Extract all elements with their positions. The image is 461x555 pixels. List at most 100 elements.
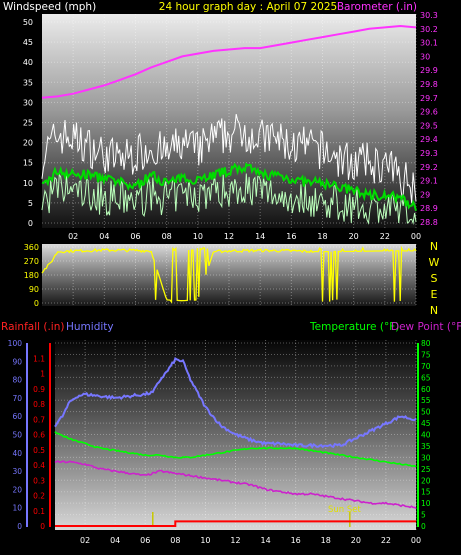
direction-series bbox=[41, 245, 417, 304]
humidity-y-tick-label: 100 bbox=[8, 339, 23, 348]
wind-y-tick-label: 20 bbox=[23, 139, 33, 148]
humidity-y-tick-label: 0 bbox=[17, 522, 22, 531]
rainfall-axis-label: Rainfall (.in) bbox=[1, 321, 64, 333]
baro-y-tick-label: 29.2 bbox=[420, 163, 438, 172]
direction-y-tick-label: 0 bbox=[34, 299, 39, 308]
direction-y-tick-label: 360 bbox=[24, 243, 39, 252]
rain-y-tick-label: 1 bbox=[40, 370, 45, 379]
temp-y-tick-label: 25 bbox=[421, 465, 431, 474]
wind-y-tick-label: 15 bbox=[23, 159, 33, 168]
baro-y-tick-label: 30 bbox=[420, 52, 430, 61]
humidity-y-tick-label: 10 bbox=[12, 504, 22, 513]
rain-y-tick-label: 0.3 bbox=[33, 476, 45, 485]
compass-label: N bbox=[430, 240, 438, 253]
wind-y-tick-label: 30 bbox=[23, 98, 33, 107]
x-tick-label: 06 bbox=[130, 232, 140, 241]
x-tick-label: 22 bbox=[381, 536, 391, 545]
dewpoint-series-line bbox=[54, 460, 417, 509]
baro-y-tick-label: 29.6 bbox=[420, 108, 438, 117]
direction-y-tick-label: 180 bbox=[24, 271, 39, 280]
wind-y-tick-label: 50 bbox=[23, 18, 33, 27]
compass-label: S bbox=[431, 272, 438, 285]
x-tick-label: 18 bbox=[317, 232, 327, 241]
rain-y-tick-label: 0.5 bbox=[33, 446, 45, 455]
temp-y-tick-label: 60 bbox=[421, 385, 431, 394]
lull-series-line bbox=[41, 173, 417, 225]
temp-y-tick-label: 45 bbox=[421, 419, 431, 428]
temp-y-tick-label: 15 bbox=[421, 488, 431, 497]
direction-y-tick-label: 90 bbox=[29, 285, 39, 294]
temp-y-tick-label: 10 bbox=[421, 499, 431, 508]
wind-y-tick-label: 40 bbox=[23, 58, 33, 67]
wind-y-tick-label: 25 bbox=[23, 119, 33, 128]
windspeed-header-label: Windspeed (mph) bbox=[3, 1, 96, 13]
wind-plot-grid bbox=[42, 14, 417, 228]
temp-y-tick-label: 40 bbox=[421, 431, 431, 440]
wind-y-tick-label: 45 bbox=[23, 38, 33, 47]
temperature-axis-label: Temperature (°F) bbox=[309, 321, 399, 333]
temperature-series-line bbox=[54, 431, 417, 468]
x-tick-label: 04 bbox=[99, 232, 109, 241]
x-tick-label: 18 bbox=[321, 536, 331, 545]
baro-y-tick-label: 29.7 bbox=[420, 94, 438, 103]
x-tick-label: 14 bbox=[260, 536, 270, 545]
x-tick-label: 10 bbox=[200, 536, 210, 545]
baro-y-tick-label: 29.8 bbox=[420, 80, 438, 89]
sunset-label: Sun Set bbox=[328, 505, 361, 515]
humidity-y-tick-label: 20 bbox=[12, 485, 22, 494]
temp-y-tick-label: 70 bbox=[421, 362, 431, 371]
baro-y-tick-label: 29.5 bbox=[420, 121, 438, 130]
baro-y-tick-label: 30.3 bbox=[420, 11, 438, 20]
wind-y-tick-label: 0 bbox=[28, 219, 33, 228]
direction-y-tick-label: 270 bbox=[24, 257, 39, 266]
x-tick-label: 12 bbox=[230, 536, 240, 545]
x-tick-label: 08 bbox=[162, 232, 172, 241]
wind-baro-series bbox=[41, 24, 417, 225]
rain-humidity-temp-axes: 0510152025303540455055606570758001020304… bbox=[8, 339, 431, 545]
wind-y-tick-label: 5 bbox=[28, 199, 33, 208]
baro-y-tick-label: 30.2 bbox=[420, 25, 438, 34]
rain-y-tick-label: 1.1 bbox=[33, 354, 45, 363]
rain-y-tick-label: 0.6 bbox=[33, 431, 45, 440]
x-tick-label: 00 bbox=[411, 536, 421, 545]
x-tick-label: 22 bbox=[380, 232, 390, 241]
barometer-header-label: Barometer (.in) bbox=[337, 1, 417, 13]
baro-y-tick-label: 29.1 bbox=[420, 177, 438, 186]
humidity-y-tick-label: 50 bbox=[12, 431, 22, 440]
rain-y-tick-label: 0.1 bbox=[33, 507, 45, 516]
x-tick-label: 04 bbox=[110, 536, 120, 545]
rain-y-tick-label: 0.4 bbox=[33, 461, 45, 470]
humidity-y-tick-label: 90 bbox=[12, 357, 22, 366]
temp-y-tick-label: 35 bbox=[421, 442, 431, 451]
humidity-y-tick-label: 30 bbox=[12, 467, 22, 476]
humidity-series-line bbox=[54, 357, 417, 449]
rain-y-tick-label: 0 bbox=[40, 522, 45, 531]
temp-y-tick-label: 55 bbox=[421, 396, 431, 405]
rainfall-series-line bbox=[55, 520, 416, 527]
rain-humidity-temp-series bbox=[54, 357, 417, 527]
temp-y-tick-label: 50 bbox=[421, 408, 431, 417]
temp-y-tick-label: 30 bbox=[421, 453, 431, 462]
rain-y-tick-label: 0.9 bbox=[33, 385, 45, 394]
wind-y-tick-label: 35 bbox=[23, 78, 33, 87]
baro-y-tick-label: 29.4 bbox=[420, 135, 438, 144]
humidity-y-tick-label: 80 bbox=[12, 376, 22, 385]
dewpoint-axis-label: Dew Point (°F) bbox=[391, 321, 461, 333]
rain-y-tick-label: 0.7 bbox=[33, 415, 45, 424]
compass-label: N bbox=[430, 304, 438, 317]
baro-y-tick-label: 30.1 bbox=[420, 39, 438, 48]
wind-y-tick-label: 10 bbox=[23, 179, 33, 188]
barometer-series-line bbox=[41, 24, 417, 99]
humidity-axis-label: Humidity bbox=[66, 321, 114, 333]
x-tick-label: 14 bbox=[255, 232, 265, 241]
x-tick-label: 00 bbox=[411, 232, 421, 241]
humidity-y-tick-label: 60 bbox=[12, 412, 22, 421]
x-tick-label: 10 bbox=[193, 232, 203, 241]
x-tick-label: 20 bbox=[351, 536, 361, 545]
temp-y-tick-label: 0 bbox=[421, 522, 426, 531]
direction-plot-grid bbox=[42, 244, 417, 306]
baro-y-tick-label: 29.3 bbox=[420, 149, 438, 158]
wind-baro-axes: 0 5 10 15 20 25 30 35 40 45 50 28.8 28.9 29 29.1 29.2 29… bbox=[23, 11, 438, 241]
x-tick-label: 12 bbox=[224, 232, 234, 241]
